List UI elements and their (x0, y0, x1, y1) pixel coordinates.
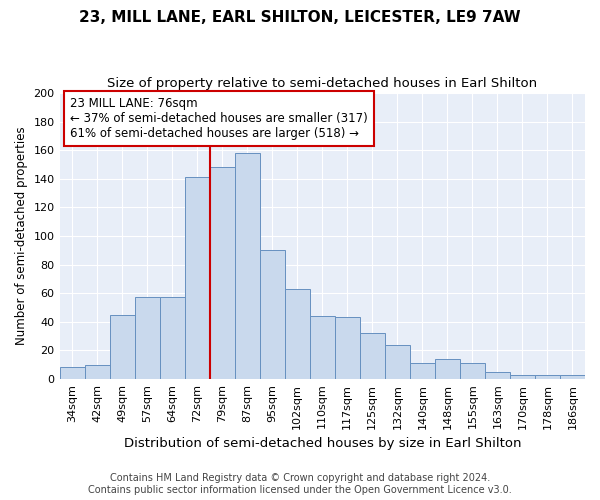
Bar (435, 359, 460, 379)
Bar (410, 363, 435, 379)
Text: 23 MILL LANE: 76sqm
← 37% of semi-detached houses are smaller (317)
61% of semi-: 23 MILL LANE: 76sqm ← 37% of semi-detach… (70, 98, 368, 140)
Bar (110, 314, 134, 379)
Bar (385, 344, 410, 379)
Bar (235, 153, 260, 379)
X-axis label: Distribution of semi-detached houses by size in Earl Shilton: Distribution of semi-detached houses by … (124, 437, 521, 450)
Bar (185, 178, 209, 379)
Bar (310, 316, 335, 379)
Title: Size of property relative to semi-detached houses in Earl Shilton: Size of property relative to semi-detach… (107, 78, 538, 90)
Bar (260, 250, 285, 379)
Bar (460, 363, 485, 379)
Bar (560, 374, 585, 379)
Bar (160, 298, 185, 379)
Bar (209, 168, 235, 379)
Bar (59, 368, 85, 379)
Text: Contains HM Land Registry data © Crown copyright and database right 2024.
Contai: Contains HM Land Registry data © Crown c… (88, 474, 512, 495)
Bar (335, 318, 360, 379)
Bar (360, 333, 385, 379)
Bar (510, 374, 535, 379)
Bar (485, 372, 510, 379)
Bar (134, 298, 160, 379)
Y-axis label: Number of semi-detached properties: Number of semi-detached properties (15, 126, 28, 345)
Text: 23, MILL LANE, EARL SHILTON, LEICESTER, LE9 7AW: 23, MILL LANE, EARL SHILTON, LEICESTER, … (79, 10, 521, 25)
Bar (535, 374, 560, 379)
Bar (85, 364, 110, 379)
Bar (285, 289, 310, 379)
